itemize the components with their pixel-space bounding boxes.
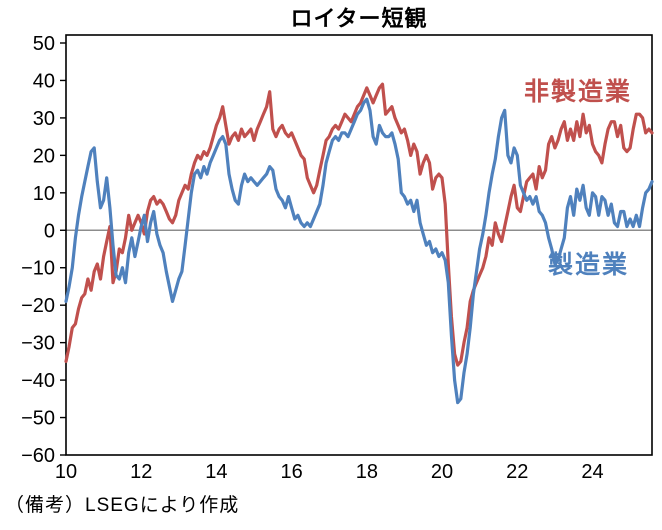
legend-manufacturing: 製造業: [548, 251, 630, 279]
x-axis-tick-label: 10: [55, 461, 77, 483]
plot-border: [65, 34, 653, 456]
y-axis-tick-label: −30: [21, 333, 55, 355]
y-axis-tick-label: 10: [33, 183, 55, 205]
x-axis-tick-label: 22: [506, 461, 528, 483]
x-axis-tick-label: 14: [205, 461, 227, 483]
y-axis-tick-label: 30: [33, 108, 55, 130]
y-axis-tick-label: −10: [21, 258, 55, 280]
y-axis-tick-label: −50: [21, 408, 55, 430]
manufacturing-line: [64, 97, 654, 405]
y-axis-tick-label: 20: [33, 145, 55, 167]
y-axis-tick-label: 50: [33, 33, 55, 55]
y-axis-tick-label: −20: [21, 295, 55, 317]
y-axis-tick-label: 40: [33, 70, 55, 92]
y-axis-tick-label: 0: [44, 220, 55, 242]
x-axis-tick-label: 24: [581, 461, 603, 483]
y-axis-tick-label: −40: [21, 370, 55, 392]
y-axis-tick-label: −60: [21, 445, 55, 467]
x-axis-tick-label: 12: [130, 461, 152, 483]
source-note: （備考）LSEGにより作成: [5, 495, 240, 516]
legend-non-manufacturing: 非製造業: [524, 78, 633, 106]
x-axis-tick-label: 20: [431, 461, 453, 483]
non-manufacturing-line: [64, 82, 654, 367]
chart-title: ロイター短観: [290, 6, 428, 31]
x-axis-tick-label: 16: [281, 461, 303, 483]
x-axis-tick-label: 18: [356, 461, 378, 483]
